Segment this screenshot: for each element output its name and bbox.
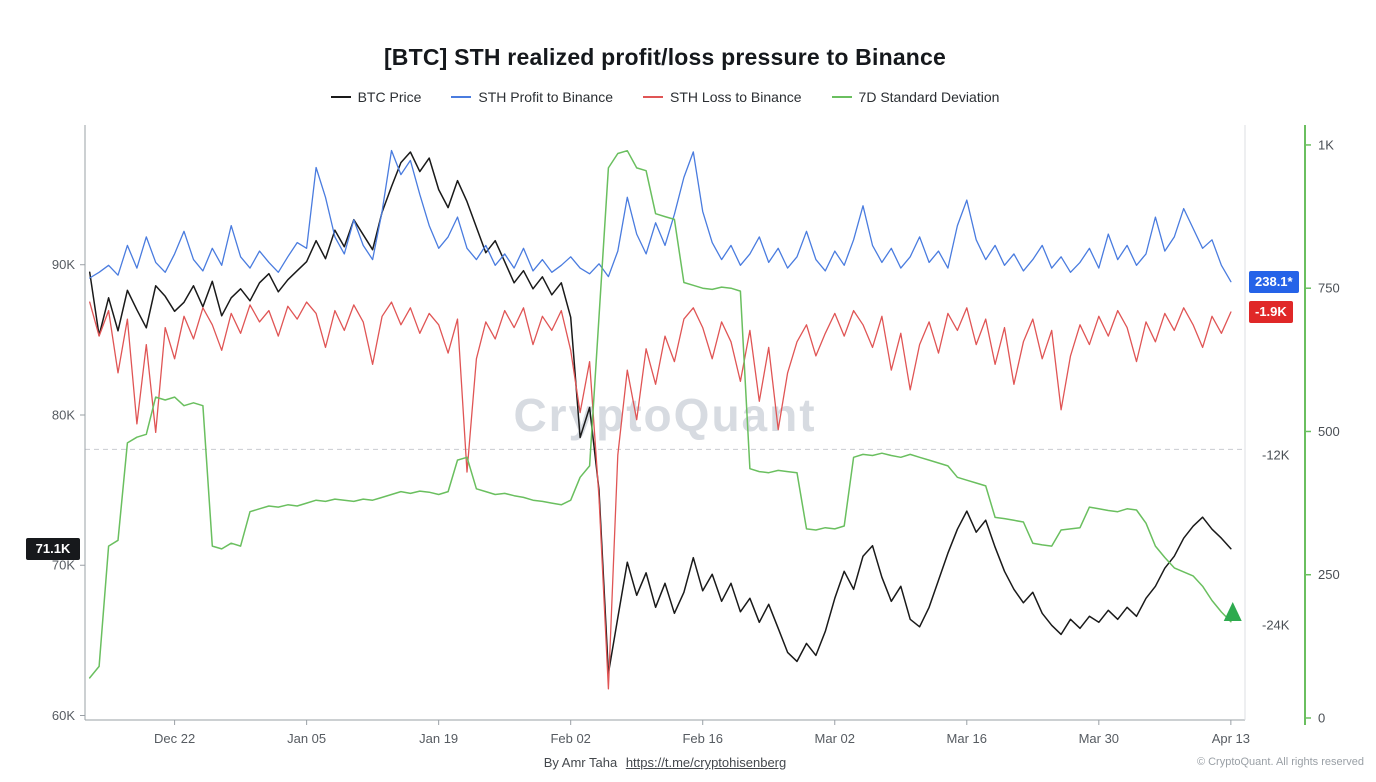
legend-item-sth-loss[interactable]: STH Loss to Binance [643, 89, 802, 105]
x-tick-label: Feb 16 [682, 731, 722, 746]
profit-last-value-badge: 238.1* [1249, 270, 1299, 293]
latest-point-marker [1223, 601, 1242, 621]
std-tick-label: 0 [1318, 710, 1325, 725]
flow-tick-label: -24K [1262, 618, 1290, 633]
std-tick-label: 500 [1318, 424, 1340, 439]
x-tick-label: Mar 02 [815, 731, 855, 746]
series-line-sth-profit [89, 149, 1232, 283]
price-tick-label: 60K [52, 708, 75, 723]
legend-swatch-7d-std [831, 96, 852, 98]
loss-last-value-badge: -1.9K [1249, 301, 1293, 323]
price-tick-label: 80K [52, 407, 75, 422]
legend-label: STH Loss to Binance [670, 89, 802, 105]
cryptoquant-watermark: CryptoQuant [513, 389, 817, 441]
flow-tick-label: -12K [1262, 448, 1290, 463]
price-last-value-badge: 71.1K [26, 537, 80, 560]
series-line-7d-std [88, 149, 1232, 679]
x-tick-label: Feb 02 [550, 731, 590, 746]
legend-item-btc-price[interactable]: BTC Price [330, 89, 422, 105]
legend-item-sth-profit[interactable]: STH Profit to Binance [451, 89, 613, 105]
legend-label: 7D Standard Deviation [858, 89, 1000, 105]
x-tick-label: Mar 16 [947, 731, 987, 746]
credit-link[interactable]: https://t.me/cryptohisenberg [625, 755, 787, 770]
x-tick-label: Dec 22 [154, 731, 195, 746]
copyright-text: © CryptoQuant. All rights reserved [1196, 756, 1364, 768]
x-tick-label: Jan 05 [287, 731, 326, 746]
legend-swatch-btc-price [330, 96, 351, 98]
legend-label: BTC Price [357, 89, 422, 105]
std-tick-label: 750 [1318, 281, 1340, 296]
legend-label: STH Profit to Binance [478, 89, 614, 105]
price-tick-label: 90K [52, 257, 75, 272]
legend-item-7d-std[interactable]: 7D Standard Deviation [831, 89, 1000, 105]
series-line-sth-loss [89, 301, 1232, 690]
footer-credit: By Amr Taha https://t.me/cryptohisenberg [0, 755, 1330, 770]
legend-swatch-sth-loss [643, 96, 664, 98]
chart-legend: BTC Price STH Profit to Binance STH Loss t… [0, 89, 1330, 105]
legend-swatch-sth-profit [451, 96, 472, 98]
x-tick-label: Jan 19 [419, 731, 458, 746]
credit-text: By Amr Taha [543, 755, 618, 770]
page-title: [BTC] STH realized profit/loss pressure … [383, 44, 947, 70]
std-tick-label: 1K [1318, 137, 1334, 152]
std-tick-label: 250 [1318, 567, 1340, 582]
x-tick-label: Apr 13 [1212, 731, 1250, 746]
x-tick-label: Mar 30 [1079, 731, 1119, 746]
series-line-btc-price [88, 151, 1232, 675]
price-tick-label: 70K [52, 558, 75, 573]
